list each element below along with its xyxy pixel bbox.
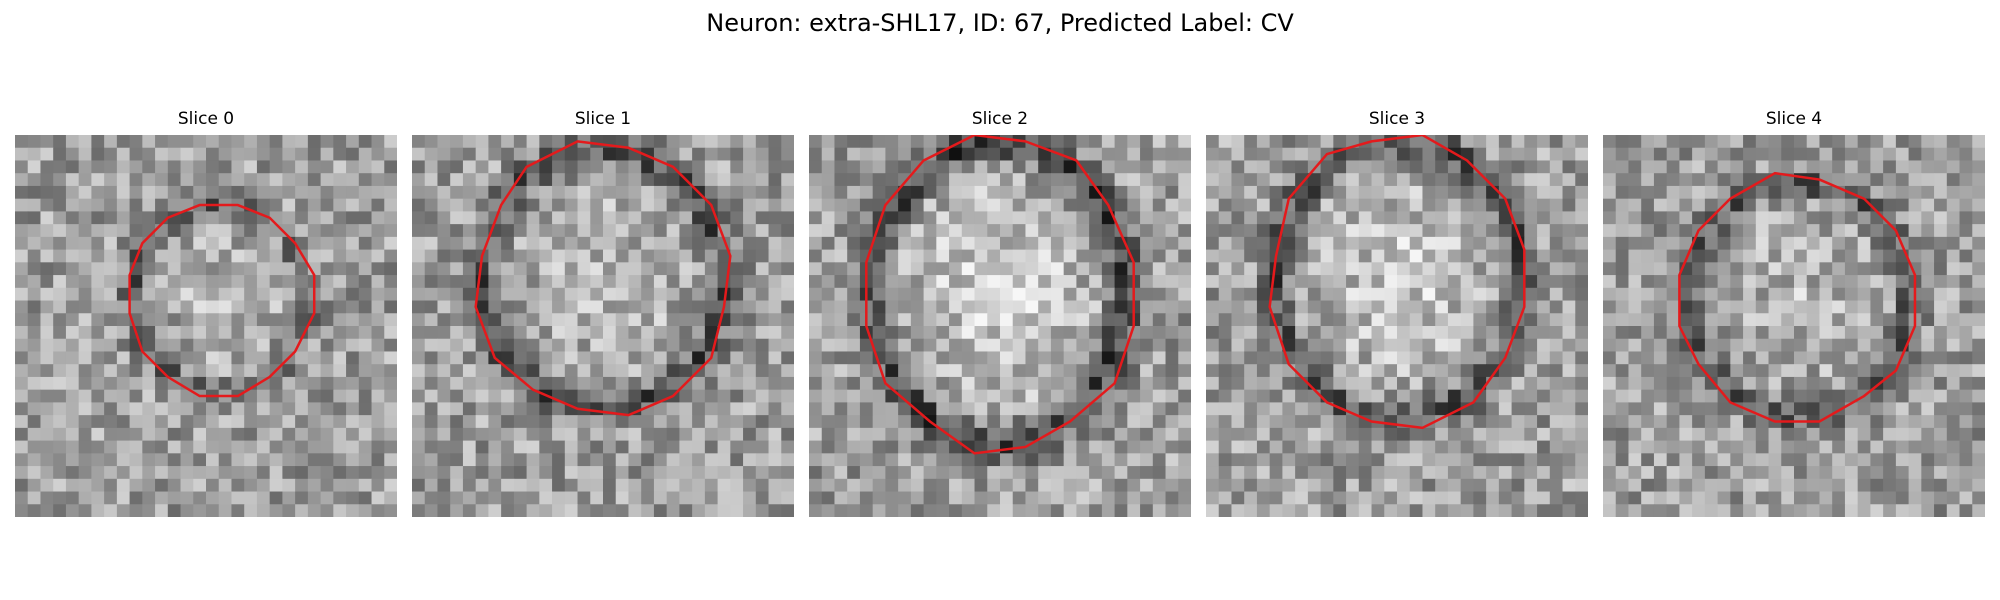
segmentation-contour: [1678, 171, 1917, 423]
slice-svg: [809, 135, 1191, 517]
pixel-grid: [15, 135, 397, 517]
slice-image: [1206, 135, 1588, 517]
segmentation-contour: [1268, 135, 1526, 430]
segmentation-contour: [865, 135, 1135, 455]
slice-svg: [1603, 135, 1985, 517]
pixel-grid: [1603, 135, 1985, 517]
slice-svg: [1206, 135, 1588, 517]
slice-panel-2: Slice 2: [809, 108, 1191, 517]
slice-title: Slice 3: [1368, 109, 1426, 129]
pixel-grid: [809, 135, 1191, 517]
slice-title: Slice 0: [177, 109, 235, 129]
slice-title: Slice 1: [574, 109, 632, 129]
slice-svg: [412, 135, 794, 517]
slice-title: Slice 4: [1765, 109, 1823, 129]
slice-panel-4: Slice 4: [1603, 108, 1985, 517]
segmentation-contour: [128, 203, 316, 398]
slice-image: [412, 135, 794, 517]
segmentation-contour: [474, 140, 732, 417]
pixel-grid: [1206, 135, 1588, 517]
slice-panel-3: Slice 3: [1206, 108, 1588, 517]
slice-image: [1603, 135, 1985, 517]
slice-panel-1: Slice 1: [412, 108, 794, 517]
slice-svg: [15, 135, 397, 517]
pixel-grid: [412, 135, 794, 517]
slice-image: [15, 135, 397, 517]
slice-title: Slice 2: [971, 109, 1029, 129]
figure-title: Neuron: extra-SHL17, ID: 67, Predicted L…: [706, 9, 1294, 37]
slice-panel-0: Slice 0: [15, 108, 397, 517]
slice-image: [809, 135, 1191, 517]
